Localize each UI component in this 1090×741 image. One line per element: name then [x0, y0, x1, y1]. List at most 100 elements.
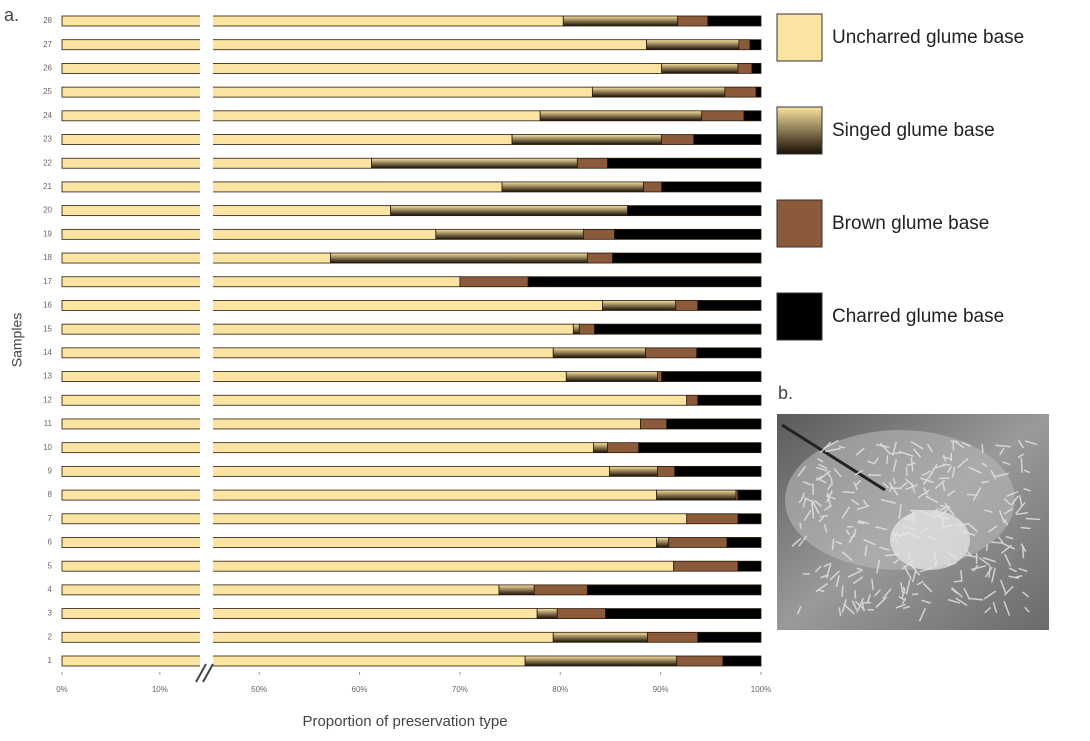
bar-segment — [687, 514, 738, 524]
bar-segment — [605, 609, 761, 619]
y-tick-label: 13 — [43, 372, 52, 381]
bar-segment — [602, 300, 675, 310]
y-tick-label: 8 — [48, 490, 53, 499]
bar-segment — [62, 229, 436, 239]
bar-segment — [739, 40, 750, 50]
bar-segment — [607, 158, 761, 168]
y-tick-label: 1 — [48, 656, 53, 665]
bar-segment — [563, 16, 677, 26]
bar-segment — [62, 16, 563, 26]
bar-segment — [553, 348, 645, 358]
bar-segment — [62, 561, 674, 571]
bar-segment — [658, 466, 675, 476]
bar-segment — [62, 585, 499, 595]
legend-label: Singed glume base — [832, 120, 995, 141]
bar-segment — [697, 348, 761, 358]
bar-segment — [534, 585, 587, 595]
y-tick-label: 19 — [43, 229, 52, 238]
bar-segment — [662, 372, 761, 382]
bar-segment — [669, 537, 727, 547]
bar-segment — [62, 348, 553, 358]
bar-segment — [750, 40, 761, 50]
bar-segment — [647, 40, 739, 50]
axis-break-gap — [200, 8, 213, 676]
bar-segment — [62, 632, 553, 642]
bar-segment — [460, 277, 528, 287]
bar-segment — [62, 87, 592, 97]
bar-segment — [573, 324, 579, 334]
bar-segment — [62, 372, 566, 382]
bar-segment — [62, 182, 502, 192]
bar-segment — [583, 229, 614, 239]
bar-segment — [639, 443, 761, 453]
x-tick-label: 60% — [352, 685, 368, 694]
bar-segment — [752, 63, 761, 73]
bar-segment — [577, 158, 607, 168]
bar-segment — [499, 585, 534, 595]
bar-segment — [687, 395, 698, 405]
bar-segment — [738, 561, 761, 571]
bar-segment — [436, 229, 584, 239]
photo — [777, 414, 1049, 630]
bar-segment — [540, 111, 702, 121]
bar-segment — [646, 348, 697, 358]
bar-segment — [658, 372, 662, 382]
bar-segment — [592, 87, 724, 97]
bar-segment — [391, 206, 628, 216]
bar-segment — [698, 300, 761, 310]
y-tick-label: 11 — [44, 419, 53, 428]
y-tick-label: 12 — [43, 395, 52, 404]
y-axis-label: Samples — [9, 313, 25, 367]
bar-segment — [62, 300, 602, 310]
bar-segment — [648, 632, 698, 642]
bar-segment — [667, 419, 761, 429]
bar-segment — [62, 466, 609, 476]
y-tick-label: 17 — [43, 277, 52, 286]
bar-segment — [62, 609, 537, 619]
bar-segment — [62, 395, 687, 405]
legend-label: Brown glume base — [832, 213, 989, 234]
legend-label: Uncharred glume base — [832, 27, 1024, 48]
y-tick-label: 27 — [43, 40, 52, 49]
bar-segment — [566, 372, 657, 382]
bar-segment — [372, 158, 578, 168]
x-tick-label: 80% — [552, 685, 568, 694]
panel-label: a. — [4, 5, 19, 25]
legend-label: Charred glume base — [832, 306, 1004, 327]
bar-segment — [62, 443, 593, 453]
bar-segment — [723, 656, 761, 666]
bar-segment — [678, 16, 708, 26]
bar-segment — [62, 135, 512, 145]
y-tick-label: 26 — [43, 64, 52, 73]
bar-segment — [738, 514, 761, 524]
bar-segment — [708, 16, 761, 26]
bar-segment — [62, 656, 525, 666]
bar-segment — [62, 537, 657, 547]
bar-segment — [756, 87, 761, 97]
bar-segment — [641, 419, 667, 429]
bar-segment — [557, 609, 605, 619]
bar-segment — [657, 490, 736, 500]
y-tick-label: 23 — [43, 135, 52, 144]
bar-segment — [62, 206, 391, 216]
y-tick-label: 24 — [43, 111, 52, 120]
bar-segment — [502, 182, 644, 192]
x-tick-label: 0% — [56, 685, 68, 694]
bar-segment — [744, 111, 761, 121]
bar-segment — [62, 40, 647, 50]
bar-segment — [702, 111, 744, 121]
bar-segment — [614, 229, 761, 239]
y-tick-label: 16 — [43, 301, 52, 310]
y-tick-label: 21 — [43, 182, 52, 191]
bar-segment — [662, 63, 738, 73]
bar-segment — [594, 324, 761, 334]
bar-segment — [676, 300, 698, 310]
y-tick-label: 25 — [43, 87, 52, 96]
bar-segment — [738, 63, 752, 73]
y-tick-label: 10 — [43, 443, 52, 452]
bar-segment — [537, 609, 557, 619]
y-tick-label: 20 — [43, 206, 52, 215]
bar-segment — [644, 182, 662, 192]
bar-segment — [694, 135, 761, 145]
